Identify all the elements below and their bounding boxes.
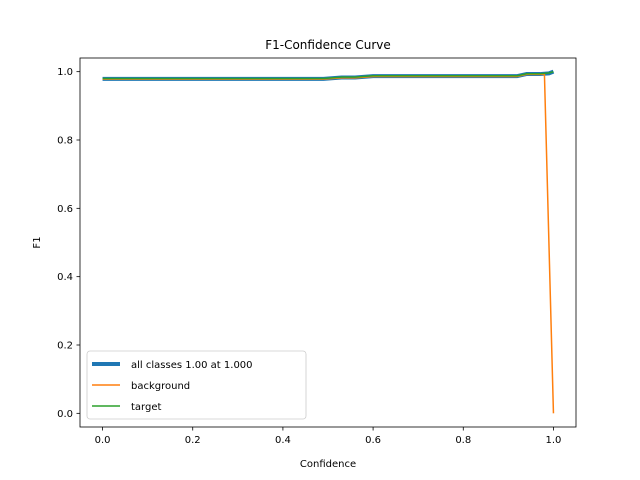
y-tick-label: 0.4 <box>57 272 73 283</box>
x-tick-label: 0.2 <box>185 435 201 446</box>
legend-label-0: all classes 1.00 at 1.000 <box>131 360 253 371</box>
x-tick-label: 1.0 <box>546 435 562 446</box>
legend-box <box>86 350 307 420</box>
chart-title: F1-Confidence Curve <box>265 38 391 52</box>
axes-frame <box>79 57 577 428</box>
x-tick-label: 0.8 <box>455 435 471 446</box>
plot-area: 0.0 0.2 0.4 0.6 0.8 1.0 0.0 0.2 0.4 0.6 0.8 1.0 <box>57 57 577 446</box>
y-tick-label: 0.8 <box>57 136 73 147</box>
y-tick-label: 1.0 <box>57 67 73 78</box>
x-tick-label: 0.4 <box>275 435 291 446</box>
x-axis-label: Confidence <box>300 459 356 470</box>
x-tick-label: 0.0 <box>95 435 111 446</box>
y-tick-label: 0.6 <box>57 204 73 215</box>
y-tick-label: 0.2 <box>57 341 73 352</box>
x-tick-label: 0.6 <box>365 435 381 446</box>
legend: all classes 1.00 at 1.000 background targe… <box>86 350 307 420</box>
y-tick-label: 0.0 <box>57 409 73 420</box>
y-axis-label: F1 <box>32 236 43 248</box>
series-line-2 <box>102 70 554 80</box>
legend-label-1: background <box>131 381 190 392</box>
legend-label-2: target <box>131 402 161 413</box>
